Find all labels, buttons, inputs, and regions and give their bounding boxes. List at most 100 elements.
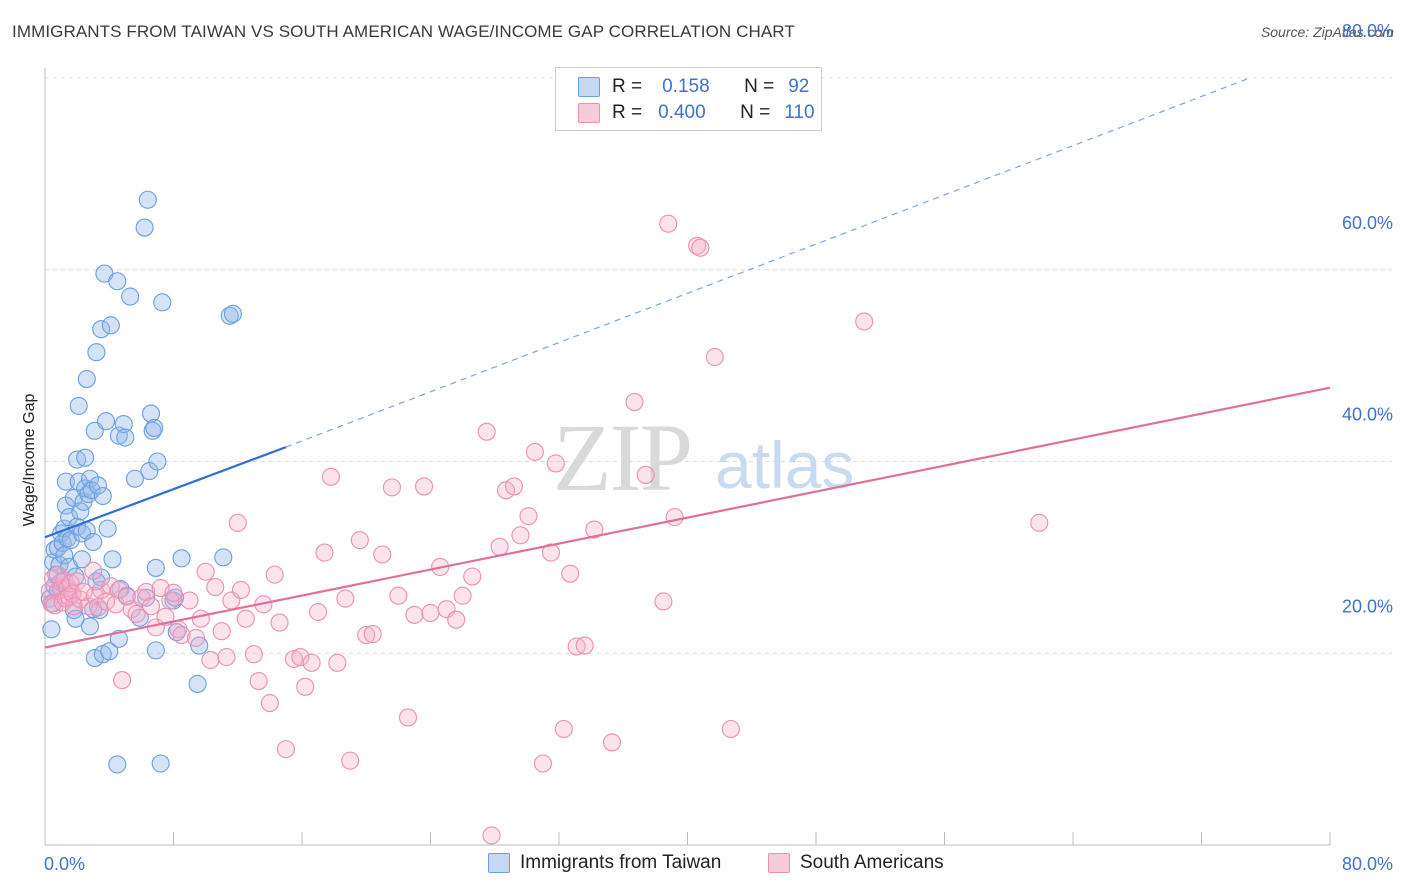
point-south-american <box>519 507 538 526</box>
point-south-american <box>127 604 146 623</box>
point-taiwan <box>121 287 140 306</box>
point-taiwan <box>108 272 127 291</box>
point-south-american <box>92 580 111 600</box>
point-taiwan <box>143 421 162 440</box>
point-taiwan <box>76 448 95 467</box>
point-taiwan <box>214 548 233 567</box>
legend-row-south-american: R = 0.400 N = 110 <box>578 102 815 124</box>
point-taiwan <box>84 532 103 552</box>
point-taiwan <box>55 546 74 565</box>
point-taiwan <box>114 415 133 434</box>
point-south-american <box>336 589 355 608</box>
point-south-american <box>363 625 382 644</box>
point-south-american <box>421 603 440 623</box>
point-south-american <box>206 578 225 597</box>
point-south-american <box>296 677 315 696</box>
point-south-american <box>585 520 604 539</box>
y-tick-label: 20.0% <box>1342 596 1393 616</box>
x-tick-label: 80.0% <box>1342 854 1393 874</box>
legend-swatch-south-american <box>578 103 600 123</box>
point-south-american <box>415 477 434 496</box>
point-taiwan <box>77 369 96 389</box>
point-taiwan <box>138 190 157 209</box>
point-south-american <box>654 592 673 611</box>
point-south-american <box>236 609 255 628</box>
legend-n-value-taiwan: 92 <box>788 76 810 97</box>
point-south-american <box>74 582 93 601</box>
point-south-american <box>79 597 98 616</box>
bottom-legend-label-taiwan: Immigrants from Taiwan <box>520 852 722 873</box>
point-south-american <box>636 465 655 484</box>
point-taiwan <box>116 428 135 447</box>
point-south-american <box>113 671 132 690</box>
point-south-american <box>389 586 408 605</box>
point-south-american <box>270 613 289 632</box>
point-south-american <box>249 672 268 691</box>
series-south-american-points <box>40 214 1049 845</box>
point-south-american <box>60 587 79 606</box>
legend-n-label: N = <box>740 102 771 123</box>
chart-title: IMMIGRANTS FROM TAIWAN VS SOUTH AMERICAN… <box>12 22 795 41</box>
point-south-american <box>180 591 199 610</box>
x-tick-label: 0.0% <box>44 854 85 874</box>
point-south-american <box>447 610 466 629</box>
point-taiwan <box>42 620 61 639</box>
point-taiwan <box>145 418 164 437</box>
point-south-american <box>575 636 594 655</box>
point-south-american <box>453 586 472 605</box>
point-taiwan <box>146 558 165 577</box>
point-south-american <box>141 597 161 616</box>
point-taiwan <box>69 396 88 415</box>
point-south-american <box>350 531 369 550</box>
trend-line-taiwan-extension <box>285 77 1250 448</box>
point-taiwan <box>146 641 165 660</box>
y-tick-label: 40.0% <box>1342 405 1393 425</box>
point-south-american <box>398 708 418 727</box>
point-south-american <box>1030 513 1049 532</box>
point-south-american <box>302 653 321 672</box>
series-taiwan-points <box>40 190 242 774</box>
legend-swatch-taiwan <box>578 77 600 97</box>
y-tick-label: 60.0% <box>1342 213 1393 233</box>
legend-n-label: N = <box>744 76 775 97</box>
watermark-atlas: atlas <box>715 428 854 502</box>
point-south-american <box>164 583 183 602</box>
point-south-american <box>315 543 334 562</box>
point-south-american <box>309 602 328 622</box>
point-taiwan <box>135 218 154 237</box>
point-south-american <box>260 694 279 713</box>
point-south-american <box>688 236 707 255</box>
point-south-american <box>68 572 87 591</box>
point-south-american <box>64 597 83 616</box>
point-taiwan <box>101 316 120 335</box>
axes <box>44 68 1331 846</box>
point-taiwan <box>188 674 207 693</box>
source-label: Source: ZipAtlas.com <box>1260 24 1394 40</box>
point-south-american <box>284 649 304 669</box>
point-south-american <box>665 508 684 527</box>
legend-r-value-south-american: 0.400 <box>658 102 706 123</box>
point-south-american <box>231 580 251 600</box>
tick-labels: 20.0% 40.0% 60.0% 80.0% 0.0% 80.0% <box>44 21 1393 874</box>
point-south-american <box>625 393 644 412</box>
point-south-american <box>561 564 580 583</box>
point-taiwan <box>98 519 117 538</box>
gridlines <box>45 77 1392 654</box>
point-south-american <box>357 625 376 645</box>
legend-r-label: R = <box>612 76 643 97</box>
point-south-american <box>328 653 347 672</box>
point-taiwan <box>92 320 111 339</box>
point-south-american <box>201 650 220 670</box>
legend-r-label: R = <box>612 102 643 123</box>
point-taiwan <box>125 469 144 488</box>
point-taiwan <box>153 293 172 312</box>
bottom-legend-swatch-south-american <box>768 853 790 873</box>
point-taiwan <box>71 502 90 521</box>
point-south-american <box>855 312 874 331</box>
point-taiwan <box>69 472 88 491</box>
point-south-american <box>477 422 496 441</box>
point-south-american <box>156 607 175 626</box>
bottom-legend-taiwan: Immigrants from Taiwan <box>488 852 721 874</box>
y-tick-label: 80.0% <box>1342 21 1393 41</box>
point-taiwan <box>103 550 122 569</box>
